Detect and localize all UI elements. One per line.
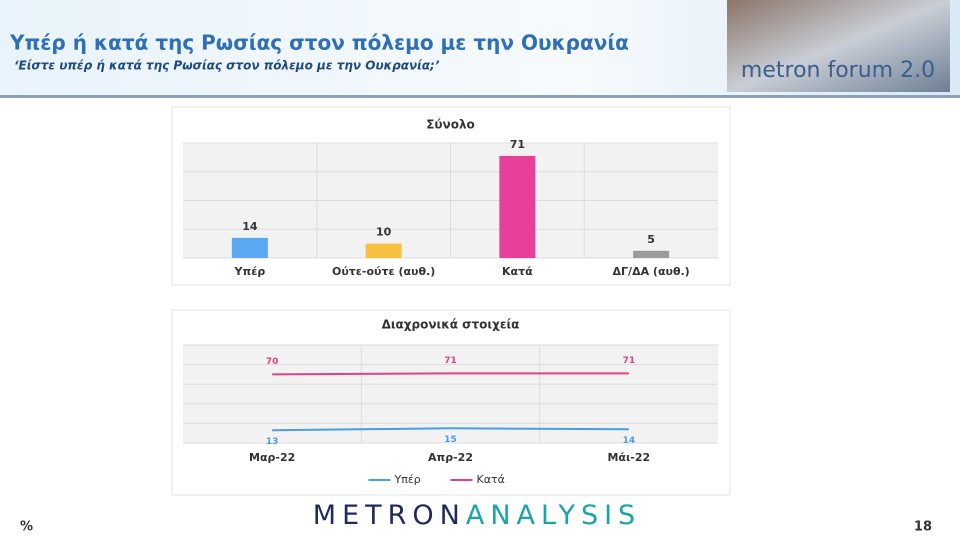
brand: METRONANALYSIS [313,500,641,531]
data-label: 15 [444,435,457,445]
bar [231,237,268,258]
data-label: 14 [242,220,258,233]
x-tick-label: ΔΓ/ΔΑ (αυθ.) [613,265,690,278]
data-label: 10 [376,226,392,239]
data-label: 71 [510,138,525,151]
x-tick-label: Ούτε-ούτε (αυθ.) [332,265,435,278]
legend-label: Κατά [477,473,505,486]
header-rule [0,95,960,98]
brand-left: METRON [313,500,466,531]
x-tick-label: Απρ-22 [428,451,473,464]
bar [365,243,402,258]
x-tick-label: Μαρ-22 [249,451,295,464]
chart-title: Σύνολο [426,118,475,132]
logo-text: metron forum 2.0 [741,58,935,83]
data-label: 14 [623,436,636,446]
chart-title: Διαχρονικά στοιχεία [382,318,520,332]
legend-label: Υπέρ [394,473,421,486]
line [272,372,629,376]
x-tick-label: Υπέρ [234,265,266,278]
line [272,427,629,432]
data-label: 71 [444,356,457,366]
brand-right: ANALYSIS [466,500,641,531]
bar [633,250,670,258]
data-label: 13 [266,437,279,447]
subtitle: ‘Είστε υπέρ ή κατά της Ρωσίας στον πόλεμ… [14,59,440,73]
data-label: 5 [647,233,655,246]
bar [499,155,536,258]
title: Υπέρ ή κατά της Ρωσίας στον πόλεμο με τη… [9,31,629,55]
page-number: 18 [914,520,932,535]
unit-note: % [20,520,33,535]
data-label: 70 [266,357,279,367]
plot-area [183,345,718,443]
x-tick-label: Μάι-22 [607,451,650,464]
data-label: 71 [623,356,636,366]
logo-image [727,0,950,92]
x-tick-label: Κατά [502,265,533,278]
